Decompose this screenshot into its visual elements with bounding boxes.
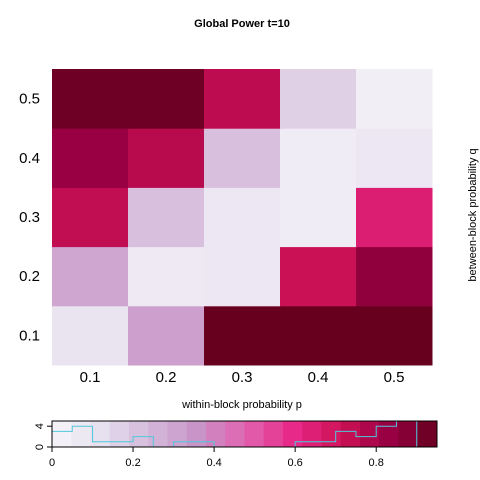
- heatmap-cell-p0.2-q0.4: [128, 128, 205, 188]
- color-key-swatch: [225, 421, 245, 447]
- heatmap-cell-p0.2-q0.2: [128, 246, 205, 307]
- heatmap-cell-p0.1-q0.2: [52, 246, 129, 307]
- chart-title: Global Power t=10: [194, 18, 290, 30]
- color-key-swatch: [206, 421, 226, 447]
- heatmap-cell-p0.2-q0.5: [128, 69, 205, 129]
- y-tick-label: 0.3: [19, 209, 40, 226]
- x-axis-label: within-block probability p: [181, 399, 302, 411]
- x-tick-label: 0.5: [384, 369, 405, 386]
- color-key-swatch: [321, 421, 342, 447]
- x-tick-label: 0.2: [156, 369, 177, 386]
- heatmap-cell-p0.4-q0.1: [280, 305, 357, 366]
- y-tick-label: 0.1: [19, 327, 40, 344]
- color-key-swatch: [263, 421, 284, 447]
- color-key-swatch: [148, 421, 168, 447]
- color-key-swatch: [244, 421, 265, 447]
- heatmap-cell-p0.5-q0.1: [356, 305, 433, 366]
- color-key-swatch: [129, 421, 149, 447]
- color-key-swatch: [360, 421, 380, 447]
- color-key-swatch: [340, 421, 361, 447]
- color-key-swatch: [283, 421, 303, 447]
- heatmap-cell-p0.3-q0.1: [204, 305, 281, 366]
- color-key-swatch: [398, 421, 419, 447]
- color-key-tick-label: 0.6: [288, 457, 303, 469]
- heatmap-cell-p0.4-q0.5: [280, 69, 357, 129]
- color-key-tick-label: 0.2: [125, 457, 140, 469]
- color-key-swatch: [379, 421, 399, 447]
- color-key: 0 0.2 0.4 0.6 0.8 04: [34, 420, 438, 469]
- color-key-swatches: [52, 421, 438, 447]
- heatmap-cell-p0.3-q0.2: [204, 246, 281, 307]
- heatmap-cell-p0.5-q0.2: [356, 246, 433, 307]
- color-key-tick-label: 0: [49, 457, 55, 469]
- x-tick-label: 0.1: [80, 369, 101, 386]
- heatmap-cell-p0.4-q0.3: [280, 187, 357, 248]
- y-axis-label: between-block probability q: [467, 148, 479, 281]
- heatmap-cell-p0.2-q0.3: [128, 187, 205, 248]
- color-key-frame: [51, 420, 438, 448]
- heatmap-cell-p0.3-q0.3: [204, 187, 281, 248]
- color-key-tick-label: 0.4: [206, 457, 221, 469]
- heatmap-cell-p0.2-q0.1: [128, 305, 205, 366]
- heatmap-cell-p0.5-q0.5: [356, 69, 433, 129]
- y-tick-label: 0.5: [19, 91, 40, 108]
- y-tick-label: 0.2: [19, 268, 40, 285]
- x-tick-label: 0.3: [232, 369, 253, 386]
- x-tick-label: 0.4: [308, 369, 329, 386]
- color-key-x-axis: 0 0.2 0.4 0.6 0.8: [49, 447, 384, 469]
- color-key-count-axis: 04: [34, 423, 52, 450]
- color-key-swatch: [109, 421, 130, 447]
- y-tick-label: 0.4: [19, 150, 40, 167]
- color-key-swatch: [302, 421, 322, 447]
- color-key-swatch: [52, 421, 72, 447]
- heatmap-cell-p0.5-q0.3: [356, 187, 433, 248]
- heatmap-cell-p0.1-q0.4: [52, 128, 129, 188]
- color-key-swatch: [71, 421, 91, 447]
- heatmap-cell-p0.1-q0.3: [52, 187, 129, 248]
- color-key-swatch: [90, 421, 111, 447]
- heatmap-cells: [52, 69, 433, 366]
- heatmap-cell-p0.5-q0.4: [356, 128, 433, 188]
- color-key-swatch: [167, 421, 188, 447]
- heatmap-cell-p0.1-q0.5: [52, 69, 129, 129]
- color-key-tick-label: 0.8: [369, 457, 384, 469]
- color-key-count-tick-label: 0: [34, 444, 46, 450]
- color-key-swatch: [417, 421, 438, 447]
- heatmap-cell-p0.3-q0.5: [204, 69, 281, 129]
- heatmap-cell-p0.4-q0.2: [280, 246, 357, 307]
- heatmap-cell-p0.3-q0.4: [204, 128, 281, 188]
- heatmap-cell-p0.1-q0.1: [52, 305, 129, 366]
- x-tick-labels: 0.1 0.2 0.3 0.4 0.5: [80, 369, 405, 386]
- color-key-count-tick-label: 4: [34, 423, 46, 429]
- color-key-swatch: [186, 421, 207, 447]
- y-tick-labels: 0.1 0.2 0.3 0.4 0.5: [19, 91, 40, 345]
- heatmap-cell-p0.4-q0.4: [280, 128, 357, 188]
